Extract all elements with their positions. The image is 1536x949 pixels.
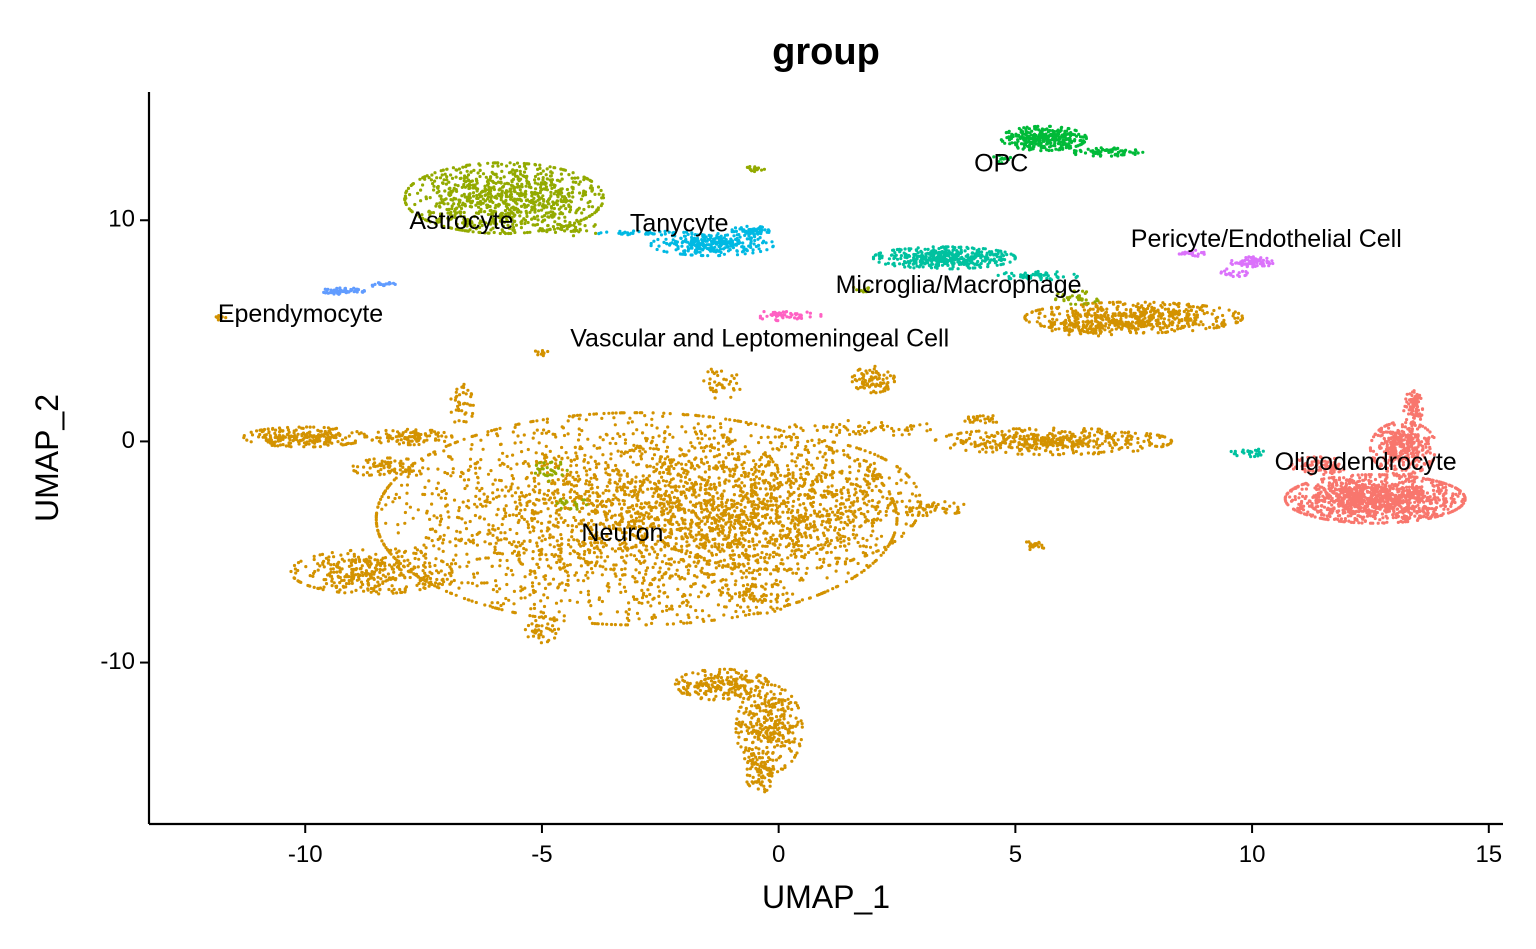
y-axis-ticks: -10 0 10 bbox=[100, 206, 149, 675]
series-points-microglia-macrophage bbox=[871, 245, 1265, 459]
cluster-label-microglia-macrophage: Microglia/Macrophage bbox=[836, 271, 1082, 299]
x-tick-label: 15 bbox=[1475, 841, 1502, 868]
series-points-ependymocyte bbox=[322, 281, 397, 296]
cluster-label-tanycyte: Tanycyte bbox=[630, 209, 729, 237]
series-points-pericyte-endothelial-cell bbox=[1177, 248, 1275, 279]
series-points-astrocyte bbox=[403, 161, 1100, 511]
series-points-tanycyte bbox=[597, 224, 775, 258]
x-axis-title: UMAP_1 bbox=[762, 879, 890, 915]
cluster-label-opc: OPC bbox=[974, 150, 1028, 178]
cluster-label-astrocyte: Astrocyte bbox=[409, 207, 513, 235]
x-tick-label: -5 bbox=[531, 841, 552, 868]
x-tick-label: -10 bbox=[288, 841, 323, 868]
x-tick-label: 0 bbox=[772, 841, 785, 868]
y-tick-label: 10 bbox=[108, 206, 135, 233]
x-tick-label: 10 bbox=[1239, 841, 1266, 868]
series-points-neuron bbox=[214, 300, 1245, 794]
cluster-label-vascular-and-leptomeningeal-cell: Vascular and Leptomeningeal Cell bbox=[570, 324, 949, 352]
cluster-label-oligodendrocyte: Oligodendrocyte bbox=[1275, 448, 1457, 476]
x-tick-label: 5 bbox=[1009, 841, 1022, 868]
cluster-label-pericyte-endothelial-cell: Pericyte/Endothelial Cell bbox=[1131, 225, 1402, 253]
scatter-points bbox=[214, 124, 1467, 794]
series-points-vascular-and-leptomeningeal-cell bbox=[758, 310, 823, 323]
series-points-opc bbox=[992, 124, 1145, 165]
cluster-label-ependymocyte: Ependymocyte bbox=[218, 300, 383, 328]
x-axis-ticks: -10 -5 0 5 10 15 bbox=[288, 824, 1502, 868]
cluster-labels: Neuron Astrocyte Tanycyte OPC Microglia/Macr… bbox=[218, 150, 1457, 547]
series-points-oligodendrocyte bbox=[1283, 389, 1467, 525]
cluster-label-neuron: Neuron bbox=[581, 519, 663, 547]
chart-title: group bbox=[772, 31, 880, 73]
y-tick-label: -10 bbox=[100, 648, 135, 675]
y-axis-title: UMAP_2 bbox=[29, 394, 65, 522]
y-tick-label: 0 bbox=[122, 427, 135, 454]
